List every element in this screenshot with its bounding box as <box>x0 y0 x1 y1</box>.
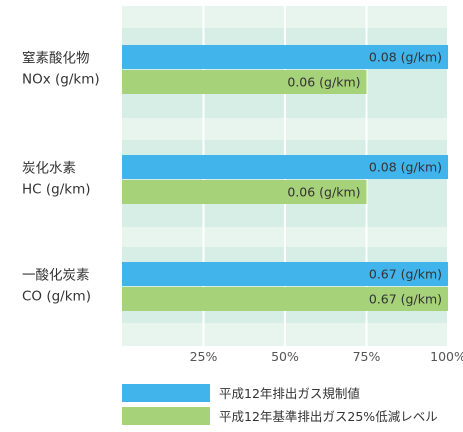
x-tick-label-1: 50% <box>271 349 299 364</box>
legend-label-0: 平成12年排出ガス規制値 <box>219 386 360 401</box>
category-name-2: 一酸化炭素 <box>22 268 90 284</box>
legend-swatch-1 <box>122 407 210 425</box>
category-name-0: 窒素酸化物 <box>22 50 90 67</box>
category-name-1: 炭化水素 <box>22 161 76 177</box>
data-label-series-1-cat-2: 0.67 (g/km) <box>369 292 442 307</box>
bar-series-1-cat-1 <box>122 180 367 204</box>
bar-series-0-cat-0 <box>122 45 448 69</box>
bar-series-0-cat-1 <box>122 155 448 179</box>
category-unit-1: HC (g/km) <box>22 182 91 198</box>
bar-series-1-cat-2 <box>122 287 448 311</box>
legend-label-1: 平成12年基準排出ガス25%低減レベル <box>219 409 438 424</box>
data-label-series-0-cat-0: 0.08 (g/km) <box>369 50 442 65</box>
category-unit-0: NOx (g/km) <box>22 72 100 88</box>
data-label-series-0-cat-2: 0.67 (g/km) <box>369 267 442 282</box>
data-label-series-1-cat-0: 0.06 (g/km) <box>287 75 360 90</box>
x-tick-label-0: 25% <box>190 349 218 364</box>
data-label-series-1-cat-1: 0.06 (g/km) <box>287 185 360 200</box>
legend-swatch-0 <box>122 384 210 402</box>
category-unit-2: CO (g/km) <box>22 289 91 305</box>
x-tick-label-3: 100% <box>430 349 463 364</box>
bar-series-0-cat-2 <box>122 262 448 286</box>
data-label-series-0-cat-1: 0.08 (g/km) <box>369 160 442 175</box>
x-tick-label-2: 75% <box>353 349 381 364</box>
bar-series-1-cat-0 <box>122 70 367 94</box>
